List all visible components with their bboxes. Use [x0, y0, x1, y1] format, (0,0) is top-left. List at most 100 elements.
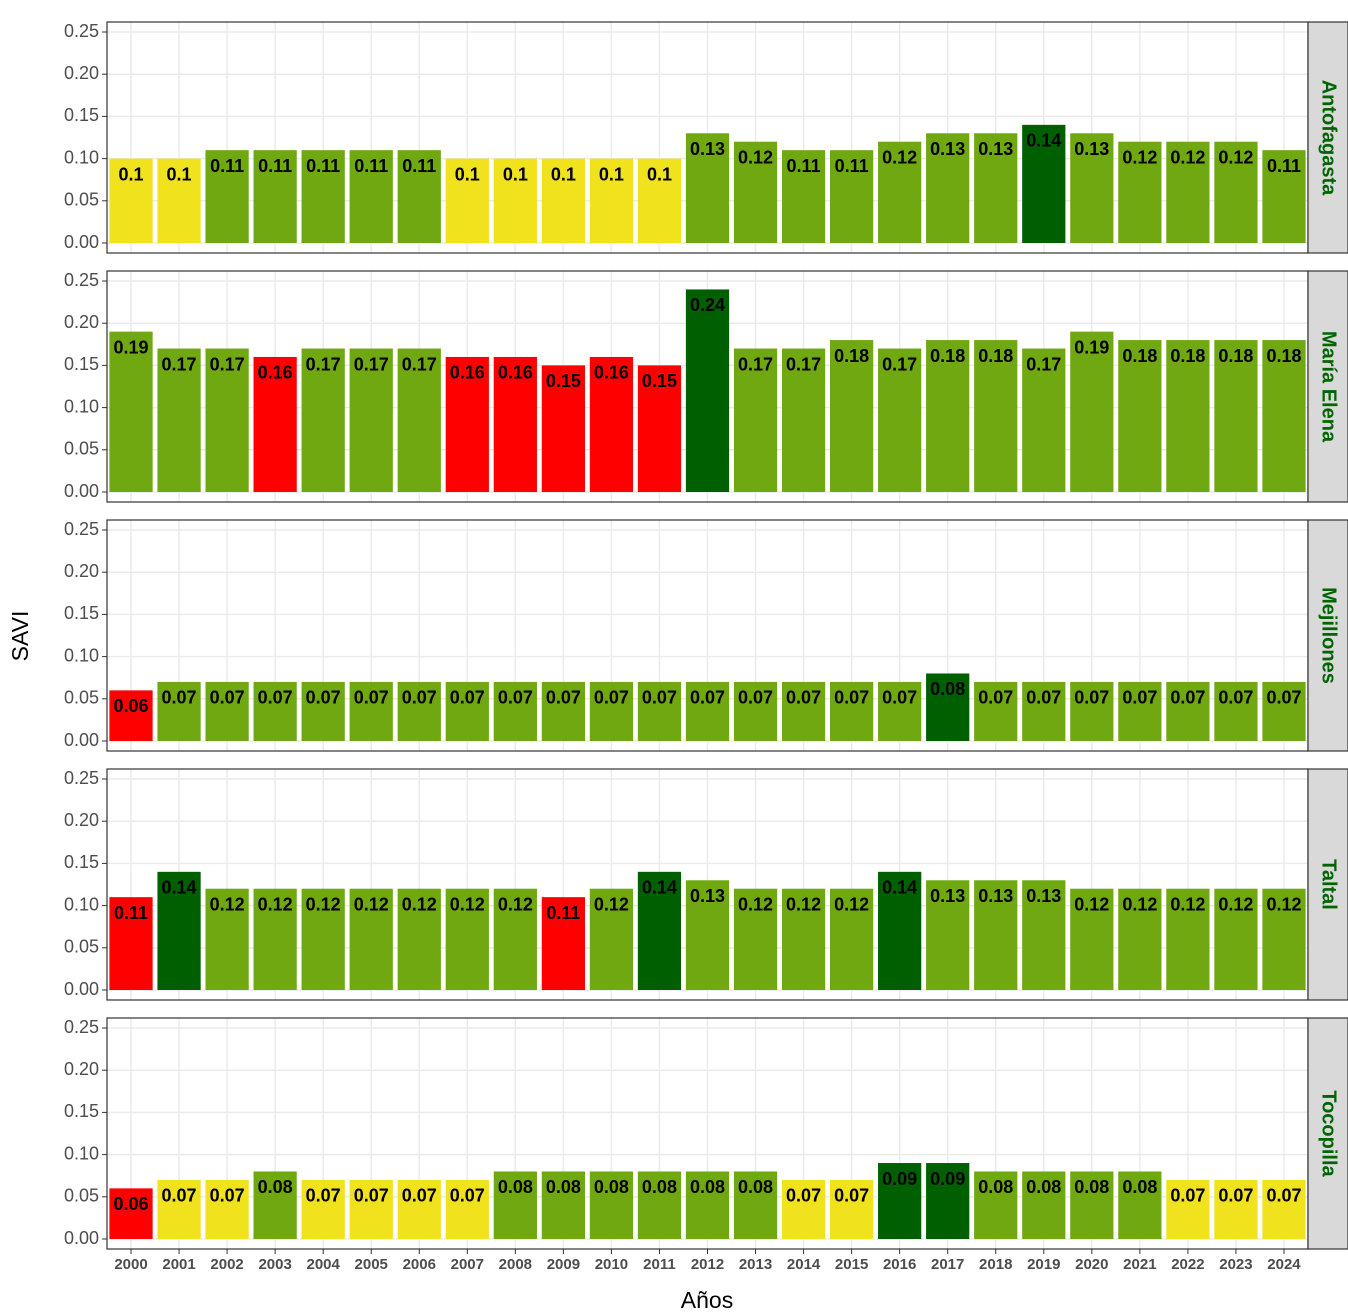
- bar: [541, 1171, 585, 1239]
- x-tick-label: 2002: [210, 1256, 243, 1273]
- y-tick-label: 0.00: [64, 1228, 99, 1248]
- value-label: 0.12: [1122, 894, 1157, 914]
- bar: [157, 158, 201, 243]
- value-label: 0.07: [834, 688, 869, 708]
- bar: [974, 1171, 1018, 1239]
- bar: [541, 681, 585, 741]
- value-label: 0.07: [786, 688, 821, 708]
- bar: [1166, 888, 1210, 990]
- bar: [781, 1179, 826, 1239]
- bar: [733, 348, 778, 492]
- bar: [1070, 1171, 1114, 1239]
- bar: [733, 681, 778, 741]
- value-label: 0.07: [1074, 688, 1109, 708]
- x-tick-label: 2018: [979, 1256, 1012, 1273]
- bar: [878, 871, 922, 990]
- bar: [926, 880, 970, 990]
- value-label: 0.15: [546, 371, 581, 391]
- value-label: 0.17: [882, 354, 917, 374]
- value-label: 0.07: [450, 1186, 485, 1206]
- value-label: 0.12: [498, 894, 533, 914]
- y-tick-label: 0.05: [64, 190, 99, 210]
- x-tick-label: 2006: [403, 1256, 436, 1273]
- bar: [781, 150, 826, 243]
- x-tick-label: 2011: [643, 1256, 676, 1273]
- strip-label: María Elena: [1318, 331, 1340, 443]
- value-label: 0.11: [402, 156, 436, 176]
- value-label: 0.07: [738, 688, 773, 708]
- y-tick-label: 0.20: [64, 1059, 99, 1079]
- bar: [878, 141, 922, 243]
- value-label: 0.07: [978, 688, 1013, 708]
- x-tick-label: 2013: [739, 1256, 772, 1273]
- y-axis-label: SAVI: [7, 611, 33, 662]
- bar: [1070, 681, 1114, 741]
- value-label: 0.18: [978, 346, 1013, 366]
- value-label: 0.12: [1218, 894, 1253, 914]
- bar: [1214, 1179, 1258, 1239]
- bar: [157, 348, 201, 492]
- value-label: 0.08: [546, 1177, 581, 1197]
- bar: [301, 1179, 345, 1239]
- x-tick-label: 2017: [931, 1256, 964, 1273]
- bar: [301, 888, 345, 990]
- bar: [1166, 681, 1210, 741]
- bar: [157, 871, 201, 990]
- value-label: 0.08: [1122, 1177, 1157, 1197]
- bar: [733, 141, 778, 243]
- bar: [397, 681, 441, 741]
- y-tick-label: 0.05: [64, 439, 99, 459]
- y-tick-label: 0.10: [64, 645, 99, 665]
- value-label: 0.15: [642, 371, 677, 391]
- bar: [1262, 681, 1306, 741]
- bar: [1214, 888, 1258, 990]
- value-label: 0.08: [930, 679, 965, 699]
- value-label: 0.12: [594, 894, 629, 914]
- bar: [253, 356, 297, 492]
- bar: [926, 673, 970, 741]
- x-tick-label: 2004: [306, 1256, 340, 1273]
- x-tick-label: 2005: [355, 1256, 388, 1273]
- y-tick-label: 0.20: [64, 312, 99, 332]
- bar: [926, 1163, 970, 1239]
- bar: [445, 356, 489, 492]
- bar: [878, 1163, 922, 1239]
- value-label: 0.11: [546, 903, 580, 923]
- bar: [205, 150, 249, 243]
- value-label: 0.12: [1266, 894, 1301, 914]
- bar: [1118, 141, 1162, 243]
- bar: [109, 331, 153, 492]
- value-label: 0.12: [1170, 894, 1205, 914]
- bar: [541, 897, 585, 990]
- y-tick-label: 0.20: [64, 63, 99, 83]
- value-label: 0.1: [167, 164, 192, 184]
- value-label: 0.11: [1267, 156, 1301, 176]
- y-tick-label: 0.15: [64, 354, 99, 374]
- value-label: 0.08: [1026, 1177, 1061, 1197]
- value-label: 0.07: [1170, 1186, 1205, 1206]
- bar: [974, 880, 1018, 990]
- bar: [445, 158, 489, 243]
- x-tick-label: 2016: [883, 1256, 916, 1273]
- bar: [1166, 340, 1210, 492]
- value-label: 0.12: [1218, 147, 1253, 167]
- bar: [589, 1171, 634, 1239]
- value-label: 0.18: [1218, 346, 1253, 366]
- y-tick-label: 0.00: [64, 232, 99, 252]
- value-label: 0.18: [834, 346, 869, 366]
- bar: [781, 888, 826, 990]
- value-label: 0.12: [450, 894, 485, 914]
- y-tick-label: 0.00: [64, 730, 99, 750]
- strip: [1307, 21, 1348, 254]
- value-label: 0.17: [402, 354, 437, 374]
- value-label: 0.07: [450, 688, 485, 708]
- value-label: 0.07: [258, 688, 293, 708]
- value-label: 0.17: [1026, 354, 1061, 374]
- value-label: 0.14: [882, 878, 917, 898]
- value-label: 0.07: [210, 1186, 245, 1206]
- bar: [1214, 141, 1258, 243]
- y-tick-label: 0.10: [64, 147, 99, 167]
- bar: [109, 158, 153, 243]
- bar: [1070, 888, 1114, 990]
- x-tick-label: 2015: [835, 1256, 868, 1273]
